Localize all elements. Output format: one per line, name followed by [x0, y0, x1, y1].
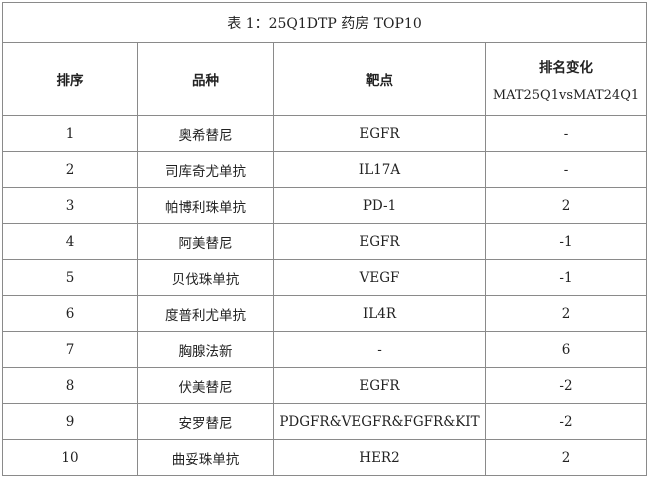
- cell-target: IL4R: [273, 295, 486, 332]
- cell-rank: 6: [2, 295, 138, 332]
- table-row: 6 度普利尤单抗 IL4R 2: [2, 295, 647, 332]
- header-rank: 排序: [2, 42, 138, 116]
- cell-rank: 1: [2, 115, 138, 152]
- cell-target: -: [273, 331, 486, 368]
- cell-rank: 10: [2, 439, 138, 476]
- table-row: 5 贝伐珠单抗 VEGF -1: [2, 259, 647, 296]
- cell-rank: 7: [2, 331, 138, 368]
- table-title: 表 1：25Q1DTP 药房 TOP10: [2, 2, 647, 43]
- cell-target: PD-1: [273, 187, 486, 224]
- cell-rank: 3: [2, 187, 138, 224]
- cell-change: -2: [485, 403, 647, 440]
- cell-change: 2: [485, 295, 647, 332]
- header-variety: 品种: [137, 42, 274, 116]
- table-row: 9 安罗替尼 PDGFR&VEGFR&FGFR&KIT -2: [2, 403, 647, 440]
- cell-rank: 9: [2, 403, 138, 440]
- table-row: 8 伏美替尼 EGFR -2: [2, 367, 647, 404]
- cell-variety: 度普利尤单抗: [137, 295, 274, 332]
- cell-variety: 司库奇尤单抗: [137, 151, 274, 188]
- cell-change: -1: [485, 259, 647, 296]
- cell-target: VEGF: [273, 259, 486, 296]
- cell-change: -: [485, 115, 647, 152]
- cell-variety: 阿美替尼: [137, 223, 274, 260]
- table-row: 10 曲妥珠单抗 HER2 2: [2, 439, 647, 476]
- cell-target: EGFR: [273, 223, 486, 260]
- cell-variety: 帕博利珠单抗: [137, 187, 274, 224]
- cell-change: 6: [485, 331, 647, 368]
- table-row: 4 阿美替尼 EGFR -1: [2, 223, 647, 260]
- cell-change: 2: [485, 439, 647, 476]
- table-row: 7 胸腺法新 -6: [2, 331, 647, 368]
- cell-change: -: [485, 151, 647, 188]
- cell-rank: 5: [2, 259, 138, 296]
- cell-target: EGFR: [273, 367, 486, 404]
- cell-rank: 4: [2, 223, 138, 260]
- cell-variety: 安罗替尼: [137, 403, 274, 440]
- header-change: 排名变化 MAT25Q1vsMAT24Q1: [485, 42, 647, 116]
- cell-change: -1: [485, 223, 647, 260]
- cell-change: 2: [485, 187, 647, 224]
- cell-target: IL17A: [273, 151, 486, 188]
- table-row: 3 帕博利珠单抗 PD-1 2: [2, 187, 647, 224]
- cell-target: HER2: [273, 439, 486, 476]
- cell-variety: 胸腺法新: [137, 331, 274, 368]
- cell-variety: 曲妥珠单抗: [137, 439, 274, 476]
- cell-variety: 贝伐珠单抗: [137, 259, 274, 296]
- cell-variety: 伏美替尼: [137, 367, 274, 404]
- cell-rank: 2: [2, 151, 138, 188]
- cell-variety: 奥希替尼: [137, 115, 274, 152]
- header-change-sub: MAT25Q1vsMAT24Q1: [492, 87, 640, 103]
- table-row: 2 司库奇尤单抗 IL17A -: [2, 151, 647, 188]
- cell-target: PDGFR&VEGFR&FGFR&KIT: [273, 403, 486, 440]
- table-row: 1 奥希替尼 EGFR -: [2, 115, 647, 152]
- cell-change: -2: [485, 367, 647, 404]
- cell-rank: 8: [2, 367, 138, 404]
- header-change-label: 排名变化: [539, 59, 593, 76]
- header-target: 靶点: [273, 42, 486, 116]
- cell-target: EGFR: [273, 115, 486, 152]
